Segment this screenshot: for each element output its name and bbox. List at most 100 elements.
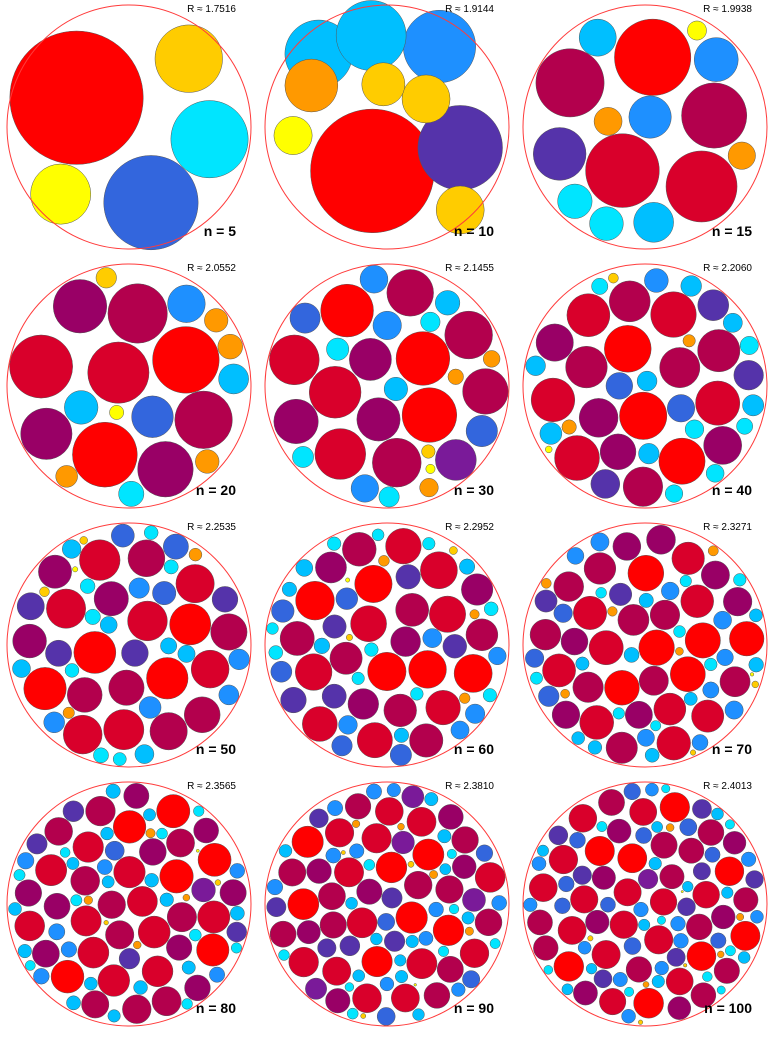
packed-circle [292, 446, 314, 468]
packed-circle [465, 703, 486, 724]
packed-circle [133, 940, 142, 950]
packed-circle [139, 838, 167, 866]
packed-circle [452, 854, 477, 879]
packed-circle [405, 934, 419, 948]
packed-circle [633, 987, 664, 1019]
packed-circle [469, 609, 480, 620]
packed-circle [268, 645, 283, 660]
packed-circle [39, 586, 50, 597]
packed-circle [589, 206, 624, 241]
packed-circle [750, 672, 755, 677]
packed-circle [359, 265, 389, 294]
packed-circle [182, 893, 191, 902]
packed-circle [341, 850, 346, 855]
packed-circle [360, 1013, 367, 1019]
packed-circle [537, 844, 549, 857]
packed-circle [295, 653, 333, 691]
packed-circle [383, 693, 417, 727]
packed-circle [638, 592, 654, 608]
packed-circle [79, 536, 88, 545]
packed-circle [680, 890, 684, 893]
packed-circle [534, 589, 558, 613]
packed-circle [461, 573, 494, 606]
packed-circle [713, 610, 732, 630]
packed-circle [623, 783, 641, 801]
packed-circle [423, 982, 451, 1009]
n-label: n = 50 [195, 741, 236, 757]
packed-circle [666, 947, 686, 967]
packed-circle [585, 909, 610, 935]
packed-circle [645, 782, 659, 797]
packed-circle [345, 897, 358, 910]
packed-circle [80, 578, 96, 594]
packed-circle [681, 82, 748, 149]
packed-circle [378, 486, 400, 508]
packed-circle [271, 599, 295, 623]
packed-circle [733, 887, 759, 913]
packed-circle [370, 932, 383, 946]
packed-circle [190, 649, 230, 689]
packed-circle [325, 818, 355, 848]
packed-circle [103, 155, 199, 251]
packed-circle [446, 848, 457, 859]
boundary-circle [6, 522, 252, 768]
packed-circle [623, 937, 642, 955]
packed-circle [346, 1007, 359, 1020]
packed-circle [661, 784, 671, 794]
packed-circle [686, 941, 717, 971]
packed-circle [384, 930, 406, 952]
packing-panel-n40: R ≈ 2.2060 n = 40 [516, 259, 774, 518]
packed-circle [83, 895, 93, 905]
packed-circle [588, 630, 624, 666]
packed-circle [409, 723, 444, 758]
packing-panel-n80: R ≈ 2.3565 n = 80 [0, 777, 258, 1036]
packed-circle [356, 397, 401, 442]
packed-circle [17, 852, 35, 870]
packed-circle [401, 74, 451, 124]
packed-circle [278, 844, 293, 858]
packed-circle [32, 939, 60, 968]
packed-circle [627, 555, 665, 592]
packed-circle [50, 959, 85, 994]
packed-circle [644, 747, 660, 763]
packed-circle [137, 915, 171, 949]
packed-circle [420, 311, 441, 332]
packed-circle [118, 948, 140, 970]
packed-circle [429, 595, 466, 633]
boundary-circle [6, 781, 252, 1027]
packed-circle [638, 918, 651, 931]
packed-circle [646, 525, 676, 555]
packed-circle [152, 581, 177, 606]
packed-circle [73, 631, 117, 674]
packed-circle [306, 858, 332, 884]
n-label: n = 80 [195, 1000, 236, 1016]
packed-circle [154, 24, 223, 93]
packed-circle [612, 532, 642, 561]
packed-circle [553, 603, 573, 623]
packed-circle [436, 956, 464, 983]
packed-circle [584, 836, 615, 866]
packed-circle [104, 840, 125, 861]
packed-circle [702, 681, 720, 699]
packed-circle [642, 981, 650, 988]
packed-circle [570, 885, 599, 914]
packed-circle [711, 904, 736, 930]
packed-circle [30, 163, 92, 225]
packed-circle [483, 601, 499, 617]
packed-circle [733, 573, 747, 587]
packed-circle [525, 648, 545, 668]
r-label: R ≈ 2.0552 [187, 263, 236, 274]
packed-circle [159, 859, 194, 894]
packed-circle [12, 659, 31, 678]
n-label: n = 70 [711, 741, 752, 757]
packed-circle [17, 944, 32, 959]
packed-circle [103, 709, 145, 750]
packed-circle [401, 387, 458, 443]
packed-circle [649, 599, 680, 630]
packed-circle [444, 310, 493, 360]
packed-circle [736, 417, 754, 435]
packed-circle [609, 280, 651, 323]
packed-circle [529, 619, 562, 651]
packed-circle [464, 926, 474, 936]
packing-panel-n90: R ≈ 2.3810 n = 90 [258, 777, 516, 1036]
